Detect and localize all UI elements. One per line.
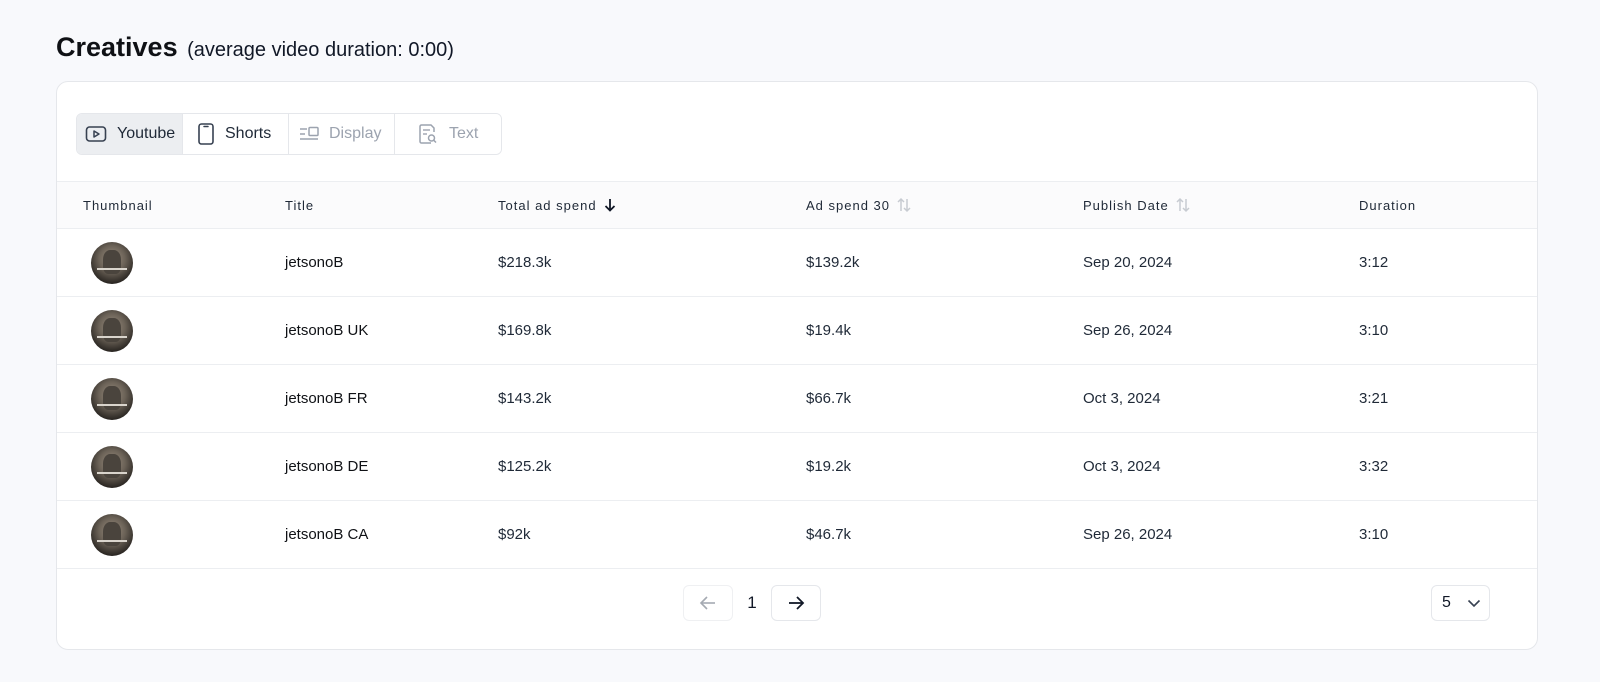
video-thumbnail[interactable]: [91, 513, 133, 556]
sort-icon: [896, 197, 912, 213]
page-size-select[interactable]: 5: [1431, 585, 1490, 621]
ad-spend-30-cell: $19.2k: [806, 458, 852, 475]
column-header-duration: Duration: [1359, 182, 1416, 228]
tab-label: Text: [449, 125, 479, 142]
total-ad-spend-cell: $92k: [498, 526, 531, 543]
pagination: 1: [683, 585, 821, 621]
creatives-card: Youtube Shorts Display Text Thumbnail Ti…: [56, 81, 1538, 650]
table-row[interactable]: jetsonoB $218.3k $139.2k Sep 20, 2024 3:…: [57, 229, 1537, 297]
display-icon: [299, 123, 319, 145]
total-ad-spend-cell: $218.3k: [498, 254, 552, 271]
tab-shorts[interactable]: Shorts: [183, 114, 289, 154]
thumbnail-cell: [91, 433, 133, 500]
total-ad-spend-cell: $143.2k: [498, 390, 552, 407]
sort-icon: [1175, 197, 1191, 213]
text-search-icon: [417, 123, 439, 145]
column-header-total-ad-spend[interactable]: Total ad spend: [498, 182, 617, 228]
title-cell: jetsonoB: [285, 254, 344, 271]
column-label: Title: [285, 197, 315, 213]
tab-text[interactable]: Text: [395, 114, 501, 154]
page-title-text: Creatives: [56, 32, 178, 62]
creative-type-tabs: Youtube Shorts Display Text: [76, 113, 502, 155]
publish-date-cell: Sep 26, 2024: [1083, 526, 1173, 543]
table-row[interactable]: jetsonoB FR $143.2k $66.7k Oct 3, 2024 3…: [57, 365, 1537, 433]
duration-cell: 3:12: [1359, 254, 1389, 271]
publish-date-cell: Sep 20, 2024: [1083, 254, 1173, 271]
ad-spend-30-cell: $46.7k: [806, 526, 852, 543]
page-title: Creatives (average video duration: 0:00): [56, 32, 454, 63]
ad-spend-30-cell: $19.4k: [806, 322, 852, 339]
column-header-ad-spend-30[interactable]: Ad spend 30: [806, 182, 912, 228]
previous-page-button[interactable]: [683, 585, 733, 621]
tab-label: Youtube: [117, 125, 176, 142]
youtube-icon: [85, 123, 107, 145]
arrow-right-icon: [786, 595, 806, 611]
duration-cell: 3:10: [1359, 322, 1389, 339]
table-row[interactable]: jetsonoB UK $169.8k $19.4k Sep 26, 2024 …: [57, 297, 1537, 365]
thumbnail-cell: [91, 297, 133, 364]
total-ad-spend-cell: $169.8k: [498, 322, 552, 339]
column-header-thumbnail: Thumbnail: [83, 182, 153, 228]
column-label: Total ad spend: [498, 197, 597, 213]
duration-cell: 3:32: [1359, 458, 1389, 475]
arrow-down-icon: [603, 197, 617, 213]
page-size-value: 5: [1442, 594, 1451, 611]
thumbnail-cell: [91, 229, 133, 296]
title-cell: jetsonoB DE: [285, 458, 369, 475]
thumbnail-cell: [91, 501, 133, 568]
column-label: Thumbnail: [83, 197, 153, 213]
video-thumbnail[interactable]: [91, 241, 133, 284]
thumbnail-cell: [91, 365, 133, 432]
column-header-title: Title: [285, 182, 314, 228]
title-cell: jetsonoB CA: [285, 526, 369, 543]
table-row[interactable]: jetsonoB CA $92k $46.7k Sep 26, 2024 3:1…: [57, 501, 1537, 569]
ad-spend-30-cell: $139.2k: [806, 254, 860, 271]
total-ad-spend-cell: $125.2k: [498, 458, 552, 475]
page-subtitle: (average video duration: 0:00): [187, 39, 454, 61]
arrow-left-icon: [698, 595, 718, 611]
ad-spend-30-cell: $66.7k: [806, 390, 852, 407]
tab-label: Shorts: [225, 125, 272, 142]
table-header: Thumbnail Title Total ad spend Ad spend …: [57, 181, 1537, 229]
column-header-publish-date[interactable]: Publish Date: [1083, 182, 1191, 228]
title-cell: jetsonoB UK: [285, 322, 369, 339]
duration-cell: 3:10: [1359, 526, 1389, 543]
column-label: Duration: [1359, 197, 1417, 213]
publish-date-cell: Sep 26, 2024: [1083, 322, 1173, 339]
column-label: Ad spend 30: [806, 197, 891, 213]
publish-date-cell: Oct 3, 2024: [1083, 458, 1161, 475]
table-row[interactable]: jetsonoB DE $125.2k $19.2k Oct 3, 2024 3…: [57, 433, 1537, 501]
publish-date-cell: Oct 3, 2024: [1083, 390, 1161, 407]
tab-display[interactable]: Display: [289, 114, 395, 154]
current-page-number: 1: [747, 593, 757, 612]
tab-youtube[interactable]: Youtube: [77, 114, 183, 154]
tab-label: Display: [329, 125, 382, 142]
phone-icon: [197, 123, 215, 145]
next-page-button[interactable]: [771, 585, 821, 621]
video-thumbnail[interactable]: [91, 445, 133, 488]
video-thumbnail[interactable]: [91, 377, 133, 420]
chevron-down-icon: [1467, 598, 1481, 608]
title-cell: jetsonoB FR: [285, 390, 368, 407]
column-label: Publish Date: [1083, 197, 1169, 213]
video-thumbnail[interactable]: [91, 309, 133, 352]
duration-cell: 3:21: [1359, 390, 1389, 407]
